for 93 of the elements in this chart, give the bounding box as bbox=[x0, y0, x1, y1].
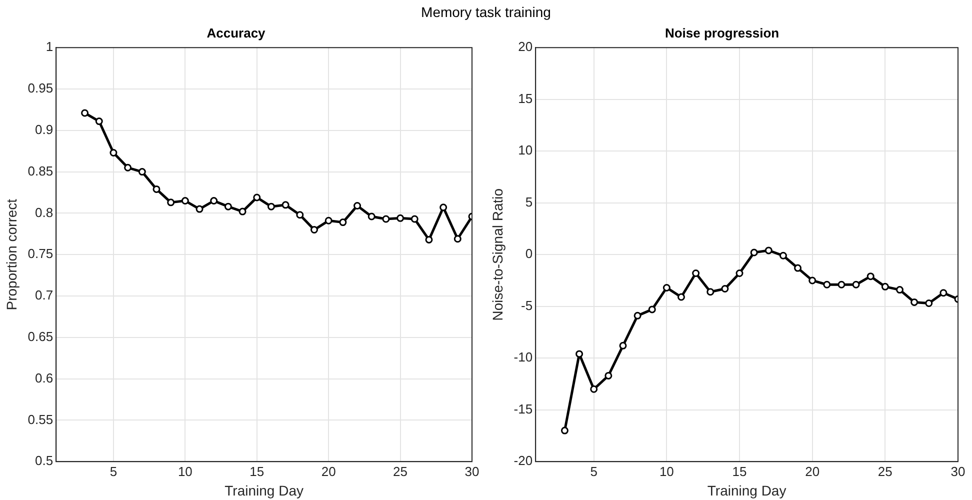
point bbox=[764, 246, 772, 254]
point bbox=[440, 204, 448, 212]
x-axis-title: Training Day bbox=[224, 482, 304, 498]
y-tick-label: 0.9 bbox=[35, 122, 54, 137]
x-axis-title: Training Day bbox=[707, 482, 786, 498]
x-tick-label: 15 bbox=[250, 464, 264, 479]
y-axis-title: Proportion correct bbox=[3, 198, 20, 310]
point bbox=[838, 280, 846, 288]
x-tick-label: 20 bbox=[805, 464, 820, 479]
text: Memory task training bbox=[420, 4, 552, 20]
point bbox=[210, 197, 218, 205]
chart-title: Noise progression bbox=[664, 25, 780, 40]
y-tick-label: 1 bbox=[46, 39, 54, 54]
point bbox=[425, 236, 433, 244]
y-tick-label: 0.85 bbox=[28, 163, 54, 178]
point bbox=[110, 149, 118, 157]
y-tick-label: 0.5 bbox=[35, 453, 54, 468]
point bbox=[866, 272, 874, 280]
point bbox=[396, 214, 404, 222]
point bbox=[648, 306, 656, 314]
point bbox=[152, 185, 160, 193]
point bbox=[410, 215, 418, 223]
point bbox=[296, 211, 304, 219]
y-tick-label: 0.7 bbox=[35, 288, 54, 303]
point bbox=[224, 202, 232, 210]
y-tick-label: 0.75 bbox=[28, 246, 54, 262]
y-tick-label: 0 bbox=[525, 246, 533, 262]
chart-title: Accuracy bbox=[206, 25, 266, 40]
point bbox=[454, 235, 462, 243]
y-tick-label: 0.95 bbox=[28, 80, 54, 96]
x-tick-label: 15 bbox=[732, 464, 747, 479]
point bbox=[881, 282, 889, 290]
point bbox=[560, 426, 568, 434]
y-tick-label: 0.55 bbox=[28, 412, 54, 427]
point bbox=[619, 342, 627, 350]
point bbox=[604, 372, 612, 380]
point bbox=[808, 276, 816, 284]
x-tick-label: 5 bbox=[110, 464, 118, 479]
point bbox=[181, 197, 189, 205]
point bbox=[354, 202, 362, 210]
point bbox=[339, 218, 347, 226]
point bbox=[167, 198, 175, 206]
point bbox=[95, 118, 103, 126]
point bbox=[196, 205, 204, 213]
y-tick-label: 0.8 bbox=[35, 204, 54, 220]
point bbox=[81, 109, 89, 117]
point bbox=[692, 269, 700, 277]
y-tick-label: -5 bbox=[521, 298, 533, 313]
y-tick-label: -20 bbox=[514, 453, 533, 468]
x-tick-label: 30 bbox=[950, 464, 966, 479]
point bbox=[721, 285, 729, 293]
y-tick-label: 10 bbox=[518, 142, 533, 158]
point bbox=[382, 215, 390, 223]
point bbox=[678, 293, 685, 301]
y-tick-label: 5 bbox=[525, 194, 533, 210]
point bbox=[368, 212, 376, 220]
point bbox=[750, 248, 758, 256]
y-tick-label: 20 bbox=[518, 39, 533, 54]
x-tick-label: 30 bbox=[464, 464, 480, 479]
x-tick-label: 25 bbox=[878, 464, 892, 479]
x-tick-label: 20 bbox=[321, 464, 336, 479]
point bbox=[779, 252, 787, 260]
x-tick-label: 10 bbox=[659, 464, 674, 479]
point bbox=[823, 280, 831, 288]
point bbox=[794, 264, 802, 272]
y-tick-label: 15 bbox=[518, 90, 533, 106]
point bbox=[576, 350, 584, 358]
y-tick-label: 0.65 bbox=[28, 328, 54, 344]
point bbox=[634, 312, 642, 320]
y-axis-title: Noise-to-Signal Ratio bbox=[489, 188, 506, 321]
point bbox=[706, 288, 714, 296]
point bbox=[138, 168, 146, 176]
point bbox=[662, 284, 670, 292]
point bbox=[590, 385, 598, 393]
x-tick-label: 10 bbox=[178, 464, 192, 479]
point bbox=[940, 289, 948, 297]
y-tick-label: -10 bbox=[514, 350, 533, 365]
x-tick-label: 5 bbox=[590, 464, 598, 479]
point bbox=[324, 216, 332, 224]
point bbox=[124, 164, 132, 172]
point bbox=[238, 208, 246, 216]
y-tick-label: -15 bbox=[514, 401, 533, 416]
point bbox=[896, 286, 904, 294]
x-tick-label: 25 bbox=[393, 464, 408, 479]
point bbox=[310, 226, 318, 234]
point bbox=[282, 201, 290, 209]
y-tick-label: 0.6 bbox=[35, 370, 54, 386]
point bbox=[267, 202, 275, 210]
point bbox=[253, 194, 261, 202]
point bbox=[910, 298, 918, 306]
point bbox=[852, 280, 860, 288]
point bbox=[925, 299, 933, 307]
point bbox=[736, 269, 744, 277]
